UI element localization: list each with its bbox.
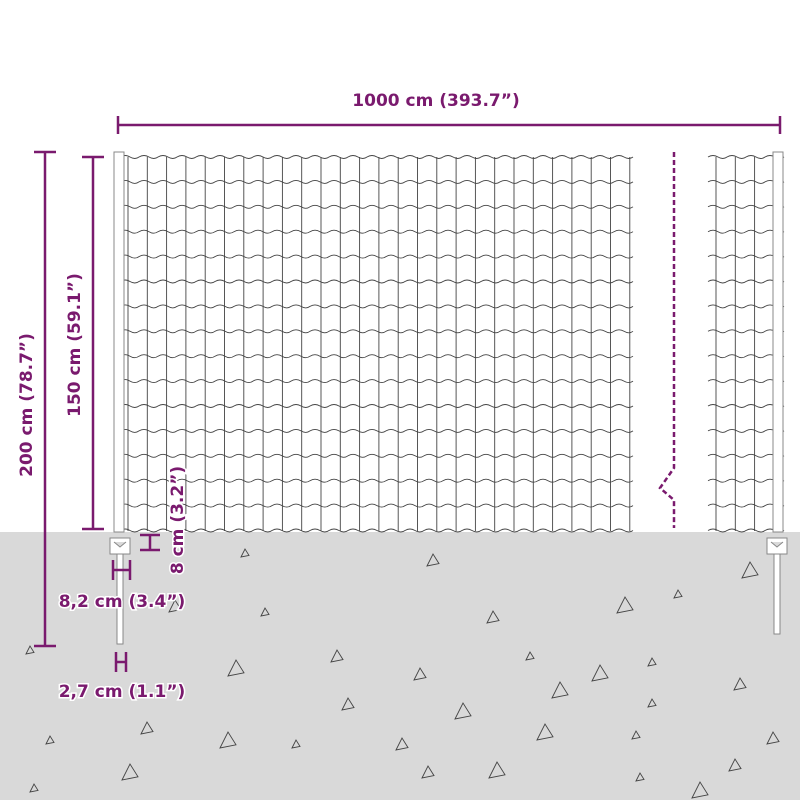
- total-height-label: 200 cm (78.7”): [17, 333, 37, 477]
- pebble: [25, 645, 35, 655]
- post-diameter-label: 2,7 cm (1.1”): [59, 682, 186, 702]
- wire: [119, 329, 634, 334]
- wire: [119, 155, 634, 159]
- break-line: [658, 152, 676, 528]
- wire: [707, 204, 785, 209]
- pebble: [647, 657, 657, 667]
- wire: [707, 428, 785, 433]
- fence-mesh: [119, 155, 785, 533]
- wire: [707, 379, 785, 384]
- bracket-height-dimension-line: [140, 533, 160, 552]
- wire: [707, 528, 785, 533]
- fence-post-right: [766, 151, 788, 635]
- pebble: [395, 737, 409, 751]
- wire: [119, 379, 634, 384]
- pebble: [635, 772, 645, 782]
- wire: [119, 254, 634, 259]
- wire: [707, 254, 785, 259]
- pebble: [291, 739, 301, 749]
- bracket-width-label: 8,2 cm (3.4”): [59, 592, 186, 612]
- wire: [707, 179, 785, 184]
- pebble: [647, 698, 657, 708]
- wire: [707, 279, 785, 284]
- wire: [707, 304, 785, 309]
- wire: [119, 478, 634, 483]
- dimension-lines: [34, 116, 782, 672]
- pebble: [536, 723, 554, 741]
- wire: [119, 404, 634, 408]
- pebble: [140, 721, 154, 735]
- pebble: [45, 735, 55, 745]
- pebble: [631, 730, 641, 740]
- pebble: [121, 763, 139, 781]
- pebble: [616, 596, 634, 614]
- wire: [119, 279, 634, 284]
- fence-height-dimension-line: [82, 155, 104, 531]
- wire: [119, 503, 634, 508]
- ground-pebbles: [25, 548, 780, 799]
- wire: [707, 354, 785, 359]
- wire: [707, 478, 785, 483]
- wire: [707, 453, 785, 458]
- pebble: [551, 681, 569, 699]
- pebble: [227, 659, 245, 677]
- pebble: [168, 599, 182, 613]
- bracket-height-label: 8 cm (3.2”): [168, 466, 188, 574]
- wire: [119, 229, 634, 234]
- pebble: [330, 649, 344, 663]
- ground: [0, 532, 800, 800]
- pebble: [741, 561, 759, 579]
- pebble: [454, 702, 472, 720]
- wire: [119, 179, 634, 184]
- wire: [707, 503, 785, 508]
- fence-post-left: [109, 151, 131, 645]
- pebble: [240, 548, 250, 558]
- wire: [707, 155, 785, 159]
- length-label: 1000 cm (393.7”): [352, 91, 519, 111]
- wire: [119, 428, 634, 433]
- pebble: [525, 651, 535, 661]
- total-height-dimension-line: [34, 150, 56, 648]
- wire: [119, 453, 634, 458]
- pebble: [488, 761, 506, 779]
- pebble: [260, 607, 270, 617]
- post-diameter-dimension-line: [114, 652, 128, 672]
- pebble: [486, 610, 500, 624]
- pebble: [413, 667, 427, 681]
- pebble: [591, 664, 609, 682]
- pebble: [219, 731, 237, 749]
- pebble: [29, 783, 39, 793]
- wire: [119, 304, 634, 309]
- wire: [119, 528, 634, 533]
- wire: [707, 229, 785, 234]
- pebble: [691, 781, 709, 799]
- pebble: [733, 677, 747, 691]
- bracket-width-dimension-line: [111, 560, 132, 580]
- pebble: [421, 765, 435, 779]
- pebble: [426, 553, 440, 567]
- pebble: [766, 731, 780, 745]
- length-dimension-line: [116, 116, 782, 134]
- pebble: [341, 697, 355, 711]
- pebble: [673, 589, 683, 599]
- wire: [707, 404, 785, 408]
- fence-height-label: 150 cm (59.1”): [65, 273, 85, 417]
- wire: [119, 204, 634, 209]
- pebble: [728, 758, 742, 772]
- wire: [707, 329, 785, 334]
- wire: [119, 354, 634, 359]
